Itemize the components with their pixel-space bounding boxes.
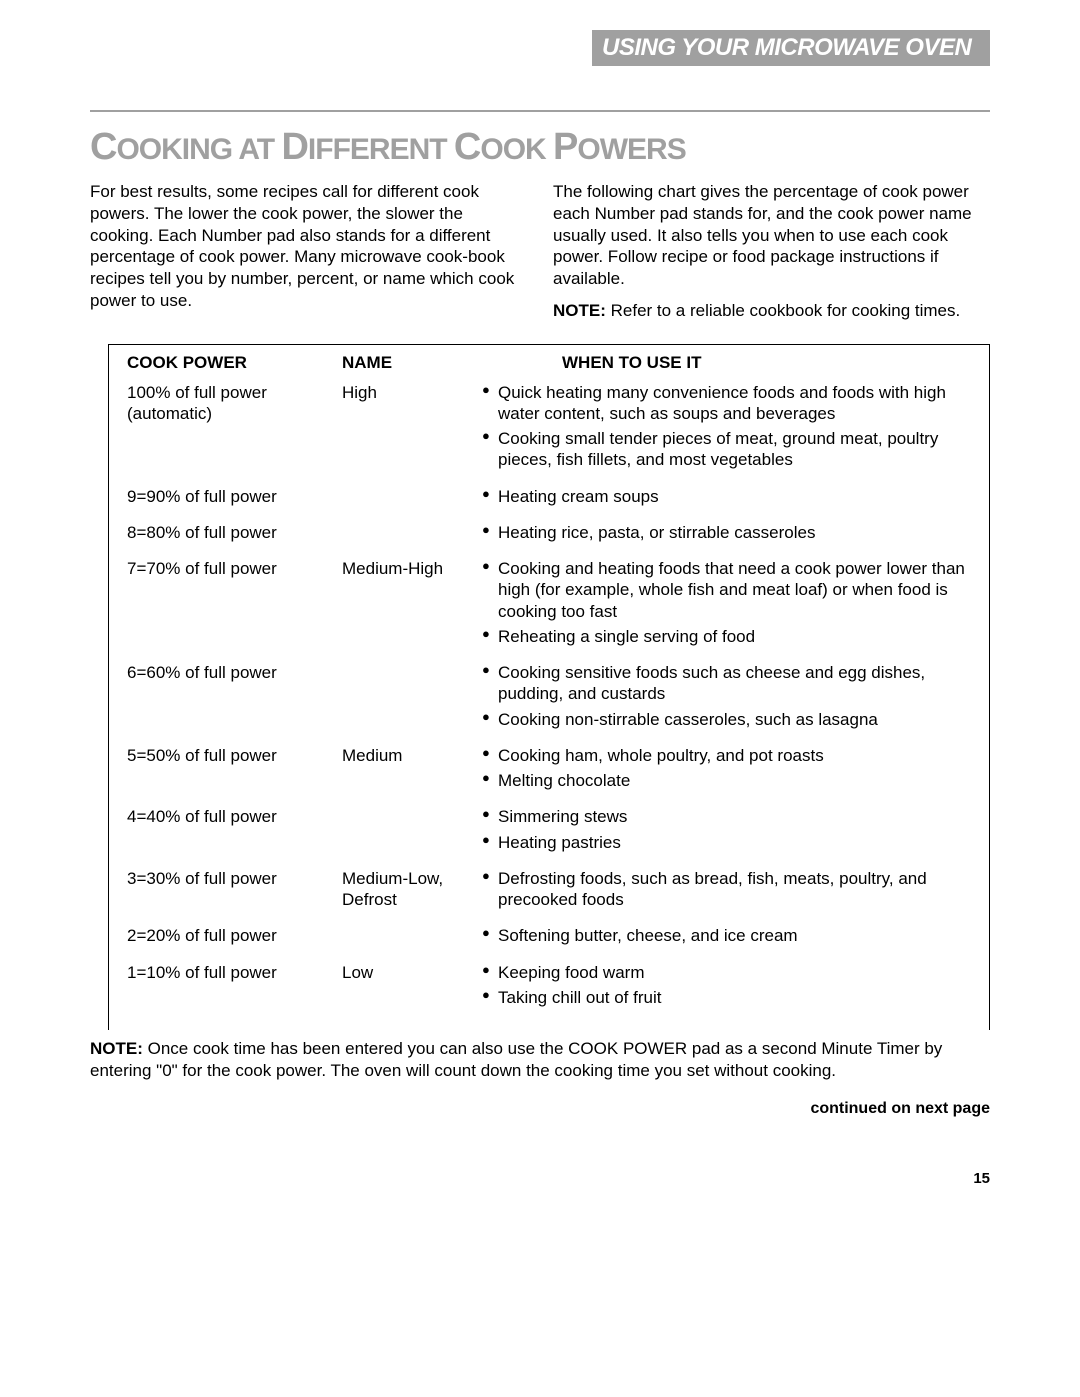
title-cap2: D (281, 126, 307, 168)
when-item: Cooking ham, whole poultry, and pot roas… (482, 745, 971, 766)
when-item: Simmering stews (482, 806, 971, 827)
intro-note-label: NOTE: (553, 301, 606, 320)
continued-label: continued on next page (90, 1100, 990, 1118)
cell-when: Softening butter, cheese, and ice cream (482, 922, 971, 958)
intro-right: The following chart gives the percentage… (553, 181, 990, 290)
when-item: Cooking and heating foods that need a co… (482, 558, 971, 622)
when-item: Quick heating many convenience foods and… (482, 382, 971, 425)
when-list: Heating cream soups (482, 486, 971, 507)
when-item: Taking chill out of fruit (482, 987, 971, 1008)
cell-power: 7=70% of full power (127, 555, 342, 659)
th-when: WHEN TO USE IT (482, 353, 971, 379)
intro-columns: For best results, some recipes call for … (90, 181, 990, 322)
cell-power: 2=20% of full power (127, 922, 342, 958)
th-power: COOK POWER (127, 353, 342, 379)
intro-right-col: The following chart gives the percentage… (553, 181, 990, 322)
divider (90, 110, 990, 112)
when-item: Heating pastries (482, 832, 971, 853)
title-cap4: P (553, 126, 577, 168)
cell-name (342, 922, 482, 958)
when-list: Keeping food warm Taking chill out of fru… (482, 962, 971, 1009)
footnote-label: NOTE: (90, 1039, 143, 1058)
cell-name (342, 483, 482, 519)
when-item: Cooking small tender pieces of meat, gro… (482, 428, 971, 471)
cell-power: 100% of full power (automatic) (127, 379, 342, 483)
when-list: Defrosting foods, such as bread, fish, m… (482, 868, 971, 911)
table-row: 6=60% of full power Cooking sensitive foo… (127, 659, 971, 742)
when-list: Cooking and heating foods that need a co… (482, 558, 971, 647)
cell-when: Quick heating many convenience foods and… (482, 379, 971, 483)
cell-power: 6=60% of full power (127, 659, 342, 742)
cell-name (342, 659, 482, 742)
cell-power: 8=80% of full power (127, 519, 342, 555)
footnote: NOTE: Once cook time has been entered yo… (90, 1038, 990, 1082)
section-header: USING YOUR MICROWAVE OVEN (592, 30, 990, 66)
when-list: Quick heating many convenience foods and… (482, 382, 971, 471)
footnote-text: Once cook time has been entered you can … (90, 1039, 942, 1080)
title-rest2: IFFERENT (308, 133, 454, 166)
title-rest3: OOK (480, 133, 553, 166)
cell-when: Heating cream soups (482, 483, 971, 519)
table-row: 5=50% of full powerMediumCooking ham, wh… (127, 742, 971, 804)
table-row: 100% of full power (automatic)HighQuick … (127, 379, 971, 483)
table-row: 8=80% of full power Heating rice, pasta, … (127, 519, 971, 555)
when-item: Softening butter, cheese, and ice cream (482, 925, 971, 946)
when-list: Heating rice, pasta, or stirrable casser… (482, 522, 971, 543)
when-list: Simmering stews Heating pastries (482, 806, 971, 853)
table-row: 2=20% of full power Softening butter, che… (127, 922, 971, 958)
title-cap1: C (90, 126, 116, 168)
cell-when: Cooking sensitive foods such as cheese a… (482, 659, 971, 742)
table-row: 4=40% of full power Simmering stews Heatin… (127, 803, 971, 865)
cell-when: Cooking ham, whole poultry, and pot roas… (482, 742, 971, 804)
cell-power: 1=10% of full power (127, 959, 342, 1021)
cell-when: Simmering stews Heating pastries (482, 803, 971, 865)
intro-note: NOTE: Refer to a reliable cookbook for c… (553, 300, 990, 322)
cook-power-table: COOK POWER NAME WHEN TO USE IT 100% of f… (127, 353, 971, 1021)
cell-name: Low (342, 959, 482, 1021)
table-row: 3=30% of full powerMedium-Low, DefrostDe… (127, 865, 971, 923)
cell-when: Defrosting foods, such as bread, fish, m… (482, 865, 971, 923)
when-list: Cooking ham, whole poultry, and pot roas… (482, 745, 971, 792)
cell-name: Medium-High (342, 555, 482, 659)
when-list: Softening butter, cheese, and ice cream (482, 925, 971, 946)
title-rest1: OOKING AT (116, 133, 281, 166)
cell-when: Heating rice, pasta, or stirrable casser… (482, 519, 971, 555)
when-item: Cooking sensitive foods such as cheese a… (482, 662, 971, 705)
page-number: 15 (973, 1170, 990, 1187)
table-row: 7=70% of full powerMedium-HighCooking an… (127, 555, 971, 659)
title-cap3: C (454, 126, 480, 168)
intro-note-text: Refer to a reliable cookbook for cooking… (606, 301, 960, 320)
when-item: Melting chocolate (482, 770, 971, 791)
cell-name (342, 803, 482, 865)
when-list: Cooking sensitive foods such as cheese a… (482, 662, 971, 730)
intro-left: For best results, some recipes call for … (90, 181, 527, 322)
cell-name: High (342, 379, 482, 483)
cell-name (342, 519, 482, 555)
cell-when: Cooking and heating foods that need a co… (482, 555, 971, 659)
cell-when: Keeping food warm Taking chill out of fru… (482, 959, 971, 1021)
table-row: 1=10% of full powerLowKeeping food warm T… (127, 959, 971, 1021)
page-title: COOKING AT DIFFERENT COOK POWERS (90, 126, 990, 169)
when-item: Defrosting foods, such as bread, fish, m… (482, 868, 971, 911)
when-item: Heating cream soups (482, 486, 971, 507)
cell-power: 3=30% of full power (127, 865, 342, 923)
when-item: Keeping food warm (482, 962, 971, 983)
cell-name: Medium (342, 742, 482, 804)
table-row: 9=90% of full power Heating cream soups (127, 483, 971, 519)
cell-name: Medium-Low, Defrost (342, 865, 482, 923)
when-item: Cooking non-stirrable casseroles, such a… (482, 709, 971, 730)
when-item: Heating rice, pasta, or stirrable casser… (482, 522, 971, 543)
cook-power-table-wrap: COOK POWER NAME WHEN TO USE IT 100% of f… (108, 344, 990, 1031)
cell-power: 9=90% of full power (127, 483, 342, 519)
cell-power: 5=50% of full power (127, 742, 342, 804)
cell-power: 4=40% of full power (127, 803, 342, 865)
th-name: NAME (342, 353, 482, 379)
when-item: Reheating a single serving of food (482, 626, 971, 647)
title-rest4: OWERS (577, 133, 685, 166)
